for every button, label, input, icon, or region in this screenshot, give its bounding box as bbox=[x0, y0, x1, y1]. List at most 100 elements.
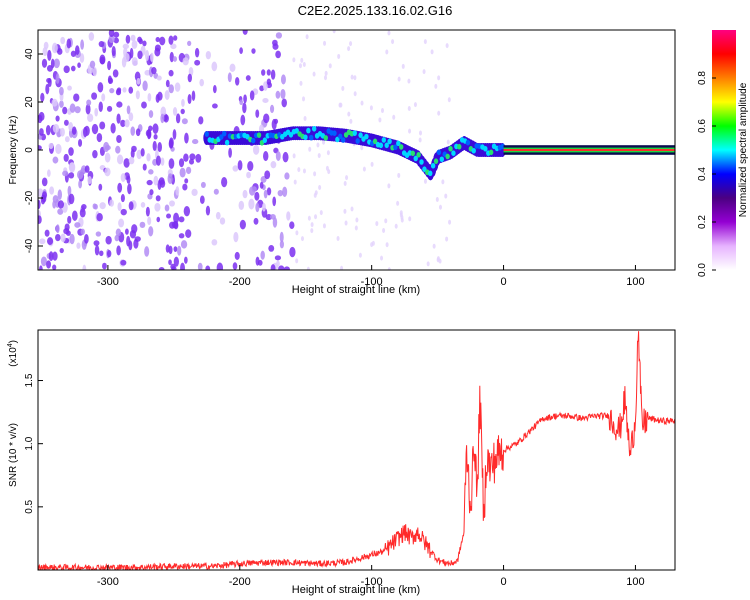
noise-blob bbox=[94, 245, 100, 256]
snr-y-multiplier-close: ) bbox=[8, 340, 19, 343]
noise-blob bbox=[52, 251, 58, 261]
noise-blob bbox=[299, 80, 303, 86]
noise-blob bbox=[251, 186, 257, 192]
noise-blob bbox=[350, 206, 354, 212]
noise-blob bbox=[38, 199, 41, 210]
noise-blob bbox=[59, 248, 64, 254]
noise-blob bbox=[136, 77, 141, 85]
noise-blob bbox=[275, 32, 283, 39]
spectrogram-y-label: Frequency (Hz) bbox=[8, 116, 19, 185]
track-core bbox=[288, 131, 294, 138]
noise-blob bbox=[51, 42, 58, 54]
noise-blob bbox=[57, 208, 64, 215]
snr-panel: -300 -200 -100 0 100 0.5 1.0 1.5 Height of str… bbox=[7, 329, 676, 596]
noise-blob bbox=[272, 196, 277, 207]
noise-blob bbox=[39, 128, 44, 136]
noise-blob bbox=[67, 185, 72, 197]
noise-blob bbox=[279, 240, 284, 249]
noise-blob bbox=[332, 30, 336, 34]
noise-blob bbox=[438, 204, 442, 210]
noise-blob bbox=[101, 93, 106, 102]
track-core bbox=[294, 128, 299, 134]
noise-blob bbox=[74, 106, 81, 114]
noise-blob bbox=[219, 217, 226, 225]
spectrogram-track bbox=[203, 125, 675, 181]
noise-blob bbox=[205, 205, 211, 216]
noise-blob bbox=[84, 165, 90, 173]
noise-blob bbox=[82, 264, 87, 270]
noise-blob bbox=[187, 73, 193, 83]
noise-blob bbox=[68, 121, 74, 132]
noise-blob bbox=[182, 183, 188, 191]
noise-blob bbox=[322, 139, 326, 145]
noise-blob bbox=[271, 118, 277, 130]
noise-blob bbox=[445, 43, 449, 49]
track-core bbox=[451, 150, 456, 157]
snr-x-axis: -300 -200 -100 0 100 bbox=[97, 565, 645, 588]
noise-blob bbox=[93, 240, 100, 246]
noise-blob bbox=[145, 206, 150, 217]
track-core bbox=[204, 131, 210, 137]
noise-blob bbox=[307, 215, 311, 221]
noise-blob bbox=[92, 150, 98, 159]
noise-blob bbox=[353, 91, 357, 97]
noise-blob bbox=[148, 226, 154, 237]
track-core bbox=[436, 149, 442, 156]
noise-blob bbox=[95, 231, 102, 237]
noise-blob bbox=[164, 204, 170, 212]
colorbar: 0.0 0.2 0.4 0.6 0.8 Normalized spectral ampl… bbox=[697, 30, 749, 277]
noise-blob bbox=[165, 244, 170, 253]
noise-blob bbox=[68, 162, 76, 173]
noise-blob bbox=[139, 221, 146, 228]
noise-blob bbox=[445, 236, 449, 242]
noise-blob bbox=[60, 233, 66, 243]
noise-blob bbox=[147, 92, 152, 102]
noise-blob bbox=[38, 145, 42, 151]
track-core bbox=[262, 137, 268, 144]
noise-blob bbox=[172, 107, 178, 116]
noise-blob bbox=[279, 231, 284, 243]
noise-blob bbox=[447, 97, 451, 103]
noise-blob bbox=[151, 67, 157, 75]
noise-blob bbox=[188, 158, 195, 165]
noise-blob bbox=[137, 50, 143, 60]
colorbar-tick-label: 0.4 bbox=[697, 167, 708, 181]
noise-blob bbox=[282, 151, 289, 163]
noise-blob bbox=[168, 139, 174, 149]
noise-blob bbox=[142, 163, 147, 171]
noise-blob bbox=[39, 238, 46, 245]
noise-blob bbox=[89, 60, 96, 69]
noise-blob bbox=[302, 168, 306, 174]
noise-blob bbox=[45, 124, 51, 136]
track-core bbox=[465, 139, 471, 146]
noise-blob bbox=[423, 39, 427, 45]
noise-blob bbox=[303, 115, 307, 121]
noise-blob bbox=[448, 219, 452, 225]
noise-blob bbox=[385, 49, 389, 55]
noise-blob bbox=[148, 110, 154, 118]
spectrogram-y-axis: -40 -20 0 20 40 bbox=[24, 48, 43, 253]
noise-blob bbox=[289, 246, 296, 258]
colorbar-tick-label: 0.6 bbox=[697, 119, 708, 133]
noise-blob bbox=[194, 59, 201, 66]
noise-blob bbox=[131, 40, 138, 49]
noise-blob bbox=[88, 32, 95, 41]
noise-blob bbox=[310, 228, 314, 234]
snr-y-multiplier-base: (x10 bbox=[8, 347, 19, 367]
noise-blob bbox=[112, 69, 119, 78]
noise-blob bbox=[168, 158, 175, 169]
noise-blob bbox=[175, 186, 180, 196]
noise-blob bbox=[259, 85, 265, 92]
noise-blob bbox=[305, 34, 309, 40]
noise-blob bbox=[275, 50, 281, 59]
noise-blob bbox=[78, 138, 83, 147]
noise-blob bbox=[154, 202, 161, 212]
noise-blob bbox=[145, 50, 150, 61]
track-core bbox=[387, 138, 392, 145]
noise-blob bbox=[52, 264, 57, 270]
noise-blob bbox=[199, 78, 205, 87]
noise-blob bbox=[164, 90, 170, 100]
noise-blob bbox=[115, 145, 121, 154]
noise-blob bbox=[142, 40, 147, 47]
track-core bbox=[399, 144, 404, 150]
